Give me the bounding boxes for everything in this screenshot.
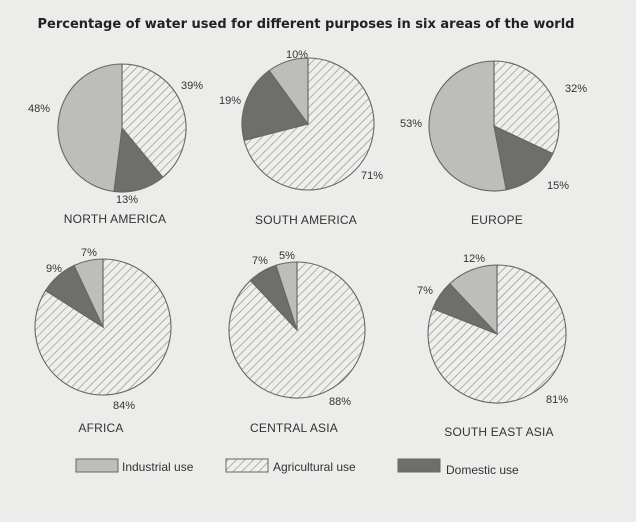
legend-swatch-domestic xyxy=(397,458,441,473)
data-label-agricultural: 71% xyxy=(361,170,383,182)
legend-label-agricultural: Agricultural use xyxy=(273,460,356,474)
slice-industrial xyxy=(275,261,298,331)
data-label-industrial: 12% xyxy=(463,253,485,265)
slice-agricultural xyxy=(243,57,375,191)
slice-agricultural xyxy=(493,60,560,155)
data-label-industrial: 10% xyxy=(286,49,308,61)
pie-central-asia: 88% 7% 5% CENTRAL ASIA xyxy=(228,250,366,435)
data-label-agricultural: 39% xyxy=(181,80,203,92)
data-label-domestic: 7% xyxy=(417,285,433,297)
pie-south-east-asia: 81% 7% 12% SOUTH EAST ASIA xyxy=(417,253,568,439)
region-label: AFRICA xyxy=(78,421,123,435)
data-label-agricultural: 32% xyxy=(565,83,587,95)
slice-agricultural xyxy=(121,63,187,179)
pie-south-america: 71% 19% 10% SOUTH AMERICA xyxy=(219,49,383,227)
slice-industrial xyxy=(57,63,123,193)
slice-domestic xyxy=(493,125,554,191)
data-label-agricultural: 88% xyxy=(329,396,351,408)
data-label-agricultural: 81% xyxy=(546,394,568,406)
slice-domestic xyxy=(241,69,309,142)
pie-north-america: 39% 13% 48% NORTH AMERICA xyxy=(28,63,203,226)
data-label-industrial: 48% xyxy=(28,103,50,115)
legend-label-domestic: Domestic use xyxy=(446,463,519,477)
data-label-industrial: 7% xyxy=(81,247,97,259)
region-label: SOUTH AMERICA xyxy=(255,213,357,227)
data-label-domestic: 15% xyxy=(547,180,569,192)
data-label-industrial: 53% xyxy=(400,118,422,130)
slice-industrial xyxy=(428,60,507,192)
slice-industrial xyxy=(448,264,498,336)
data-label-domestic: 19% xyxy=(219,95,241,107)
region-label: SOUTH EAST ASIA xyxy=(444,425,553,439)
chart-title: Percentage of water used for different p… xyxy=(38,17,575,32)
pie-africa: 84% 9% 7% AFRICA xyxy=(34,247,172,435)
slice-industrial xyxy=(73,258,104,328)
data-label-industrial: 5% xyxy=(279,250,295,262)
pie-europe: 32% 15% 53% EUROPE xyxy=(400,60,587,227)
data-label-domestic: 9% xyxy=(46,263,62,275)
region-label: NORTH AMERICA xyxy=(64,212,166,226)
legend-swatch-industrial xyxy=(75,458,119,473)
slice-industrial xyxy=(268,57,309,126)
data-label-domestic: 13% xyxy=(116,194,138,206)
region-label: EUROPE xyxy=(471,213,523,227)
legend-label-industrial: Industrial use xyxy=(122,460,194,474)
legend: Industrial use Agricultural use Domestic u… xyxy=(75,458,519,477)
region-label: CENTRAL ASIA xyxy=(250,421,338,435)
legend-swatch-agricultural xyxy=(225,458,269,473)
data-label-domestic: 7% xyxy=(252,255,268,267)
data-label-agricultural: 84% xyxy=(113,400,135,412)
